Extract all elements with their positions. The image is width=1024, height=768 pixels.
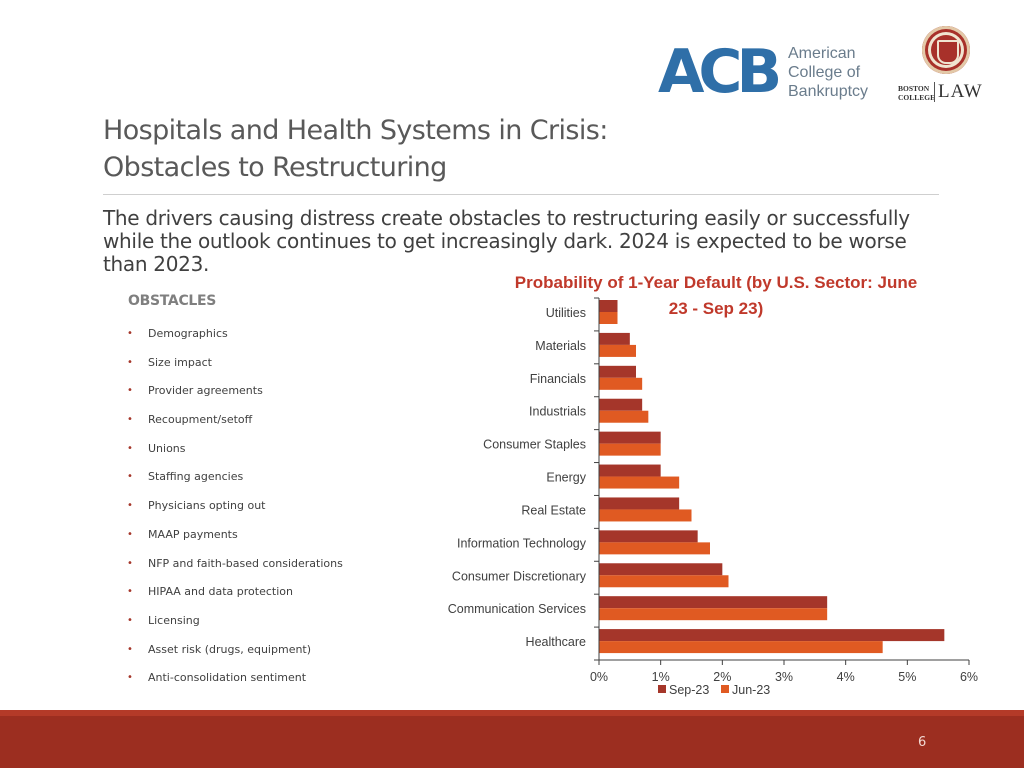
acb-logo-letters: ACB bbox=[658, 37, 782, 107]
obstacle-item: Provider agreements bbox=[125, 378, 343, 407]
obstacle-item: Size impact bbox=[125, 350, 343, 379]
x-tick-label: 4% bbox=[837, 670, 855, 684]
seal-icon bbox=[922, 26, 970, 74]
acb-logo-word: College of bbox=[788, 64, 861, 81]
category-label: Real Estate bbox=[521, 503, 586, 517]
title-divider bbox=[103, 194, 939, 195]
acb-logo: ACB American College of Bankruptcy bbox=[658, 40, 874, 108]
bc-logo-word: BOSTON bbox=[898, 84, 930, 93]
category-label: Communication Services bbox=[448, 602, 586, 616]
category-label: Utilities bbox=[546, 306, 586, 320]
acb-logo-word: American bbox=[788, 45, 856, 62]
obstacle-item: Demographics bbox=[125, 321, 343, 350]
obstacle-item: Recoupment/setoff bbox=[125, 407, 343, 436]
bc-logo-word: COLLEGE bbox=[898, 93, 936, 102]
bar-jun-23 bbox=[599, 542, 710, 555]
bar-jun-23 bbox=[599, 608, 828, 621]
category-label: Healthcare bbox=[526, 635, 586, 649]
obstacle-item: NFP and faith-based considerations bbox=[125, 551, 343, 580]
category-label: Information Technology bbox=[457, 536, 587, 550]
bar-jun-23 bbox=[599, 443, 661, 456]
footer-accent-line bbox=[0, 710, 1024, 716]
bar-sep-23 bbox=[599, 596, 828, 609]
bar-jun-23 bbox=[599, 509, 692, 522]
page-number: 6 bbox=[918, 735, 927, 750]
obstacle-item: Licensing bbox=[125, 608, 343, 637]
category-label: Consumer Staples bbox=[483, 438, 586, 452]
acb-logo-word: Bankruptcy bbox=[788, 83, 869, 100]
bar-sep-23 bbox=[599, 398, 643, 411]
bar-jun-23 bbox=[599, 312, 618, 324]
x-tick-label: 6% bbox=[960, 670, 978, 684]
bar-sep-23 bbox=[599, 332, 630, 345]
chart-title-line: Probability of 1-Year Default (by U.S. S… bbox=[515, 273, 917, 292]
category-label: Materials bbox=[535, 339, 586, 353]
legend-swatch bbox=[721, 685, 729, 693]
obstacles-list: Demographics Size impact Provider agreem… bbox=[125, 321, 343, 694]
category-label: Energy bbox=[546, 471, 586, 485]
obstacle-item: Anti-consolidation sentiment bbox=[125, 665, 343, 694]
bc-logo-divider bbox=[934, 82, 935, 102]
chart-svg: Probability of 1-Year Default (by U.S. S… bbox=[448, 273, 978, 697]
bar-jun-23 bbox=[599, 410, 649, 423]
default-probability-chart: Probability of 1-Year Default (by U.S. S… bbox=[420, 270, 1000, 710]
category-label: Financials bbox=[530, 372, 586, 386]
obstacle-item: HIPAA and data protection bbox=[125, 579, 343, 608]
obstacle-item: Staffing agencies bbox=[125, 464, 343, 493]
bar-jun-23 bbox=[599, 476, 680, 489]
slide-title-line: Hospitals and Health Systems in Crisis: bbox=[103, 115, 608, 146]
obstacle-item: Asset risk (drugs, equipment) bbox=[125, 637, 343, 666]
footer-band bbox=[0, 710, 1024, 768]
slide-title: Hospitals and Health Systems in Crisis: … bbox=[103, 112, 703, 186]
slide-title-line: Obstacles to Restructuring bbox=[103, 152, 447, 183]
category-label: Industrials bbox=[529, 405, 586, 419]
legend-label: Sep-23 bbox=[669, 683, 709, 697]
bar-jun-23 bbox=[599, 344, 636, 357]
category-label: Consumer Discretionary bbox=[452, 569, 587, 583]
x-tick-label: 2% bbox=[713, 670, 731, 684]
bar-sep-23 bbox=[599, 629, 945, 642]
boston-college-law-logo: BOSTON COLLEGE LAW bbox=[896, 26, 996, 106]
x-tick-label: 5% bbox=[898, 670, 916, 684]
bar-sep-23 bbox=[599, 300, 618, 312]
bar-jun-23 bbox=[599, 641, 883, 654]
bar-sep-23 bbox=[599, 365, 636, 378]
bar-jun-23 bbox=[599, 377, 643, 390]
legend-label: Jun-23 bbox=[732, 683, 770, 697]
x-tick-label: 3% bbox=[775, 670, 793, 684]
intro-text: The drivers causing distress create obst… bbox=[103, 206, 910, 276]
bc-logo-law: LAW bbox=[938, 81, 983, 102]
shield-icon bbox=[937, 40, 959, 64]
chart-title-line: 23 - Sep 23) bbox=[669, 299, 764, 318]
bc-logo-name: BOSTON COLLEGE bbox=[898, 84, 935, 102]
bar-sep-23 bbox=[599, 464, 661, 477]
x-tick-label: 0% bbox=[590, 670, 608, 684]
bar-sep-23 bbox=[599, 497, 680, 510]
bar-sep-23 bbox=[599, 563, 723, 576]
obstacle-item: Physicians opting out bbox=[125, 493, 343, 522]
legend-swatch bbox=[658, 685, 666, 693]
acb-logo-words: American College of Bankruptcy bbox=[788, 44, 868, 101]
x-tick-label: 1% bbox=[652, 670, 670, 684]
bar-sep-23 bbox=[599, 530, 698, 543]
bar-jun-23 bbox=[599, 575, 729, 588]
bar-sep-23 bbox=[599, 431, 661, 444]
obstacle-item: Unions bbox=[125, 436, 343, 465]
obstacles-heading: OBSTACLES bbox=[128, 293, 217, 309]
obstacle-item: MAAP payments bbox=[125, 522, 343, 551]
